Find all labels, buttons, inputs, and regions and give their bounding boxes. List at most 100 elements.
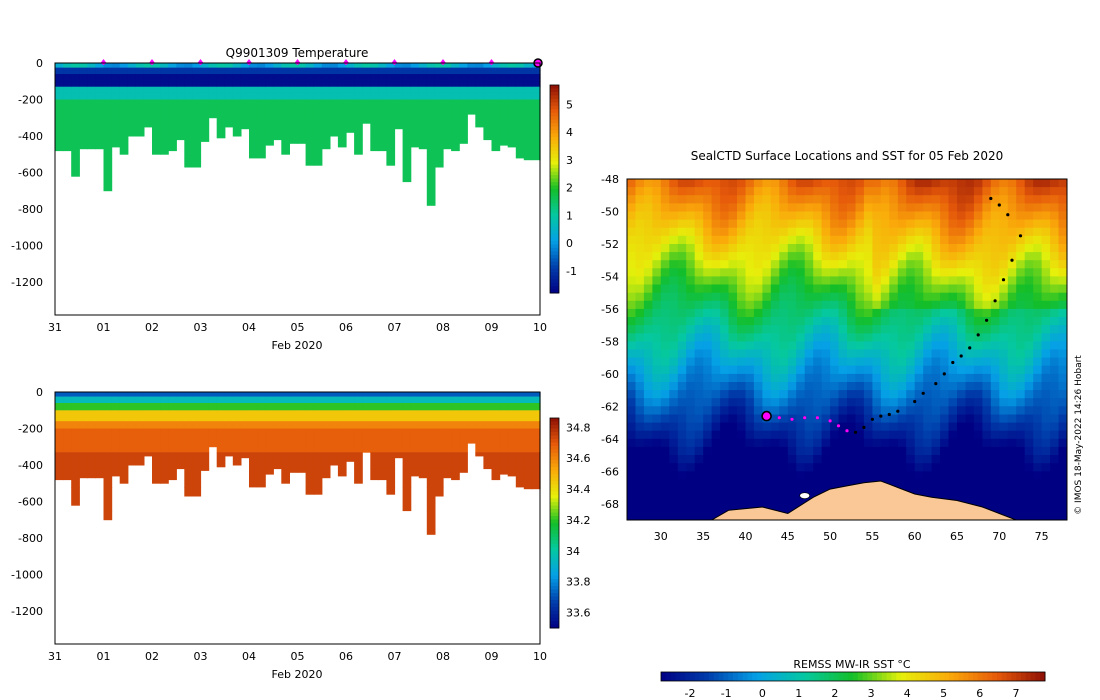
- profile-cell: [434, 81, 444, 88]
- sst-cell: [660, 382, 670, 391]
- sst-cell: [897, 211, 907, 221]
- profile-cell: [386, 392, 396, 395]
- sst-cell: [686, 195, 696, 204]
- sst-cell: [999, 333, 1009, 342]
- sst-cell: [753, 455, 763, 464]
- colorbar-swatch: [675, 672, 681, 681]
- sst-cell: [770, 382, 780, 391]
- profile-cell: [321, 86, 331, 93]
- profile-cell: [87, 406, 96, 411]
- profile-cell: [386, 158, 396, 166]
- profile-cell: [208, 77, 218, 82]
- profile-cell: [55, 396, 64, 400]
- profile-cell: [354, 74, 363, 79]
- sst-cell: [728, 422, 738, 432]
- sst-cell: [965, 325, 975, 334]
- sst-cell: [804, 235, 814, 245]
- sst-cell: [804, 479, 814, 489]
- profile-cell: [426, 439, 436, 453]
- sst-cell: [1016, 382, 1026, 391]
- sst-cell: [863, 308, 873, 318]
- sst-cell: [635, 495, 645, 505]
- profile-cell: [410, 110, 420, 124]
- profile-cell: [451, 86, 460, 93]
- profile-cell: [281, 452, 290, 470]
- sst-cell: [652, 446, 662, 456]
- profile-cell: [79, 92, 88, 100]
- salinity-colorbar-ticks: 34.8 34.6 34.4 34.2 34 33.8 33.6: [566, 421, 591, 619]
- sst-cell: [635, 422, 645, 432]
- profile-cell: [354, 452, 363, 470]
- profile-cell: [523, 421, 533, 429]
- sst-cell: [1007, 487, 1017, 497]
- profile-cell: [434, 393, 444, 397]
- profile-cell: [313, 428, 323, 440]
- profile-cell: [418, 77, 428, 82]
- sst-cell: [1041, 365, 1051, 375]
- sst-cell: [847, 203, 857, 213]
- antarctica-land: [710, 480, 1017, 520]
- colorbar-swatch: [1016, 672, 1022, 681]
- profile-cell: [55, 110, 64, 124]
- profile-cell: [103, 403, 113, 408]
- profile-cell: [168, 86, 177, 93]
- profile-cell: [273, 77, 282, 82]
- sst-cell: [1016, 495, 1026, 505]
- colorbar-swatch: [550, 516, 559, 520]
- sst-cell: [838, 244, 848, 253]
- sst-cell: [762, 227, 772, 237]
- sst-cell: [753, 479, 763, 489]
- profile-cell: [176, 86, 185, 93]
- sst-cell: [872, 463, 882, 472]
- sst-cell: [847, 235, 857, 245]
- sst-cell: [686, 308, 696, 318]
- sst-cell: [1016, 430, 1026, 440]
- profile-cell: [257, 421, 266, 429]
- sst-cell: [889, 349, 899, 359]
- sst-cell: [897, 235, 907, 245]
- profile-cell: [281, 86, 290, 93]
- sst-cell: [847, 179, 857, 188]
- sst-cell: [990, 438, 1000, 448]
- profile-cell: [103, 428, 113, 440]
- sst-cell: [880, 471, 890, 480]
- sst-cell: [720, 373, 730, 383]
- profile-cell: [362, 110, 371, 124]
- profile-cell: [63, 70, 72, 75]
- colorbar-swatch: [550, 189, 559, 193]
- sst-cell: [737, 487, 747, 497]
- colorbar-swatch: [1011, 672, 1017, 681]
- colorbar-swatch: [853, 672, 859, 681]
- sst-cell: [847, 260, 857, 269]
- sst-cell: [753, 317, 763, 326]
- profile-cell: [531, 393, 541, 397]
- profile-cell: [168, 92, 177, 100]
- sst-cell: [863, 373, 873, 383]
- profile-cell: [386, 139, 396, 159]
- sst-cell: [787, 357, 797, 367]
- profile-cell: [313, 392, 323, 395]
- sst-cell: [737, 455, 747, 464]
- sst-cell: [965, 422, 975, 432]
- map-latitude-axis: -48 -50 -52 -54 -56 -58 -60 -62 -64 -66 …: [601, 173, 619, 511]
- sst-cell: [872, 235, 882, 245]
- profile-cell: [273, 123, 282, 141]
- sst-cell: [821, 211, 831, 221]
- sst-cell: [677, 211, 687, 221]
- sst-cell: [787, 382, 797, 391]
- sst-cell: [897, 187, 907, 196]
- sst-cell: [669, 479, 679, 489]
- sst-cell: [957, 268, 967, 277]
- profile-cell: [289, 410, 299, 417]
- sst-cell: [838, 187, 848, 196]
- profile-cell: [483, 67, 493, 71]
- profile-cell: [394, 439, 404, 453]
- profile-cell: [71, 415, 80, 422]
- profile-cell: [531, 70, 541, 75]
- sst-cell: [990, 235, 1000, 245]
- sst-cell: [1033, 187, 1043, 196]
- sst-cell: [923, 398, 933, 407]
- salinity-y-axis: 0 -200 -400 -600 -800 -1000 -1200: [11, 386, 43, 618]
- sst-cell: [677, 317, 687, 326]
- profile-cell: [483, 81, 493, 88]
